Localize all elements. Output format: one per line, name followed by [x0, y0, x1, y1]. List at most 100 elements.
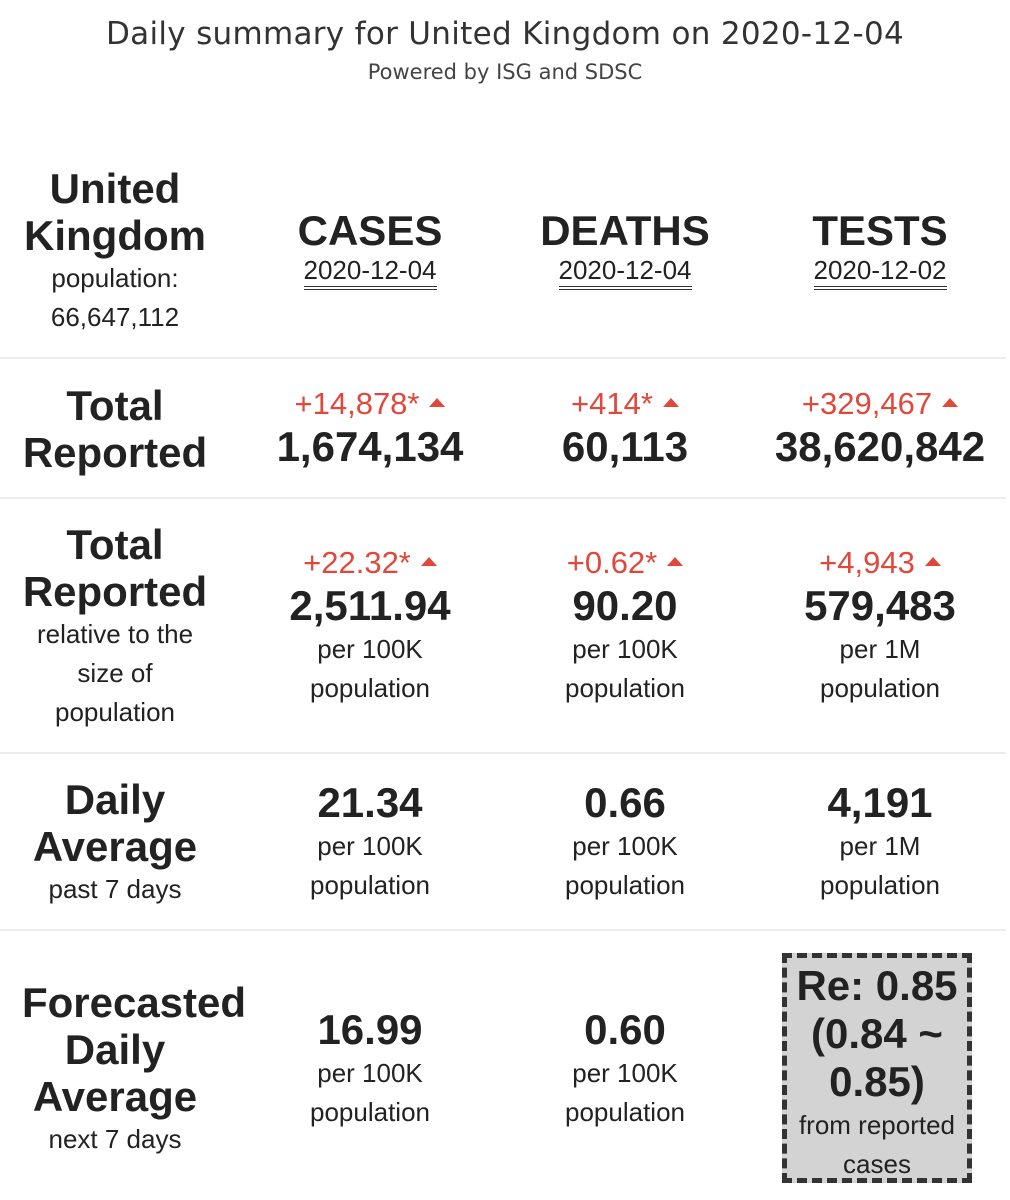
- daily-average-label-line2: Average: [32, 823, 198, 870]
- daily-tests-cell: 4,191 per 1M population: [765, 779, 995, 905]
- country-header: United Kingdom population: 66,647,112: [0, 165, 230, 337]
- forecast-deaths-value: 0.60: [584, 1006, 666, 1053]
- relative-deaths-cell: +0.62* 90.20 per 100K population: [510, 544, 740, 708]
- row-divider: [0, 357, 1006, 359]
- relative-sub-line3: population: [55, 697, 175, 727]
- re-value: Re: 0.85: [796, 962, 958, 1009]
- triangle-up-icon: [429, 398, 446, 408]
- daily-tests-unit-line2: population: [820, 870, 940, 900]
- daily-cases-unit: per 100K: [317, 831, 423, 861]
- forecast-label-rest: Daily Average next 7 days: [0, 1026, 230, 1159]
- forecast-label: Forecasted: [0, 979, 268, 1026]
- daily-deaths-unit-line2: population: [565, 870, 685, 900]
- triangle-up-icon: [942, 398, 959, 408]
- daily-tests-unit: per 1M: [839, 831, 921, 861]
- total-tests-cell: +329,467 38,620,842: [765, 385, 995, 471]
- total-cases-value: 1,674,134: [276, 423, 464, 470]
- total-reported-label-line1: Total: [66, 382, 164, 429]
- triangle-up-icon: [924, 557, 941, 567]
- re-range-line1: (0.84 ~: [811, 1010, 943, 1057]
- tests-date: 2020-12-02: [813, 254, 947, 290]
- relative-tests-value: 579,483: [804, 582, 956, 629]
- forecast-label-line1: Forecasted: [21, 979, 247, 1026]
- relative-cases-cell: +22.32* 2,511.94 per 100K population: [255, 544, 485, 708]
- tests-title: TESTS: [812, 207, 948, 254]
- relative-cases-value: 2,511.94: [289, 582, 451, 629]
- forecast-deaths-unit: per 100K: [572, 1058, 678, 1088]
- relative-tests-delta-text: +4,943: [819, 545, 915, 580]
- relative-tests-delta: +4,943: [765, 544, 995, 582]
- page-subtitle: Powered by ISG and SDSC: [367, 60, 643, 84]
- daily-cases-cell: 21.34 per 100K population: [255, 779, 485, 905]
- re-source-line2: cases: [843, 1149, 911, 1179]
- daily-tests-value: 4,191: [827, 779, 933, 826]
- total-tests-delta: +329,467: [765, 385, 995, 423]
- population-label: population:: [51, 263, 179, 293]
- forecast-deaths-unit-line2: population: [565, 1097, 685, 1127]
- daily-average-sub: past 7 days: [48, 874, 182, 904]
- country-name-line1: United: [49, 165, 181, 212]
- relative-sub-line1: relative to the: [36, 619, 194, 649]
- relative-deaths-delta: +0.62*: [510, 544, 740, 582]
- triangle-up-icon: [667, 557, 684, 567]
- population-value: 66,647,112: [50, 302, 180, 332]
- forecast-cases-cell: 16.99 per 100K population: [255, 1006, 485, 1132]
- total-cases-delta: +14,878*: [255, 385, 485, 423]
- triangle-up-icon: [420, 557, 437, 567]
- daily-deaths-value: 0.66: [584, 779, 666, 826]
- relative-deaths-value: 90.20: [572, 582, 678, 629]
- deaths-date: 2020-12-04: [558, 254, 692, 290]
- re-estimate-box: Re: 0.85 (0.84 ~ 0.85) from reported cas…: [782, 953, 972, 1183]
- forecast-sub: next 7 days: [48, 1124, 182, 1154]
- forecast-label-line2: Daily: [64, 1026, 166, 1073]
- daily-deaths-unit: per 100K: [572, 831, 678, 861]
- daily-deaths-cell: 0.66 per 100K population: [510, 779, 740, 905]
- forecast-label-line3: Average: [32, 1073, 198, 1120]
- forecast-cases-unit-line2: population: [310, 1097, 430, 1127]
- re-source-line1: from reported: [798, 1110, 956, 1140]
- row-divider: [0, 497, 1006, 499]
- relative-tests-unit-line2: population: [820, 673, 940, 703]
- daily-cases-value: 21.34: [317, 779, 423, 826]
- cases-title: CASES: [297, 207, 443, 254]
- total-tests-delta-text: +329,467: [801, 386, 933, 421]
- total-deaths-delta-text: +414*: [571, 386, 653, 421]
- row-divider: [0, 929, 1006, 931]
- country-name-line2: Kingdom: [24, 212, 206, 259]
- daily-average-label-line1: Daily: [64, 776, 166, 823]
- relative-deaths-delta-text: +0.62*: [566, 545, 658, 580]
- total-cases-delta-text: +14,878*: [294, 386, 420, 421]
- row-divider: [0, 752, 1006, 754]
- forecast-cases-value: 16.99: [317, 1006, 423, 1053]
- total-reported-label: Total Reported: [0, 382, 230, 476]
- forecast-cases-unit: per 100K: [317, 1058, 423, 1088]
- relative-label-line1: Total: [66, 521, 164, 568]
- relative-deaths-unit: per 100K: [572, 634, 678, 664]
- total-deaths-value: 60,113: [561, 423, 689, 470]
- triangle-up-icon: [662, 398, 679, 408]
- relative-deaths-unit-line2: population: [565, 673, 685, 703]
- relative-label: Total Reported relative to the size of p…: [0, 521, 230, 732]
- total-reported-label-line2: Reported: [22, 429, 208, 476]
- relative-cases-unit: per 100K: [317, 634, 423, 664]
- relative-cases-unit-line2: population: [310, 673, 430, 703]
- tests-column-header: TESTS 2020-12-02: [765, 207, 995, 290]
- total-tests-value: 38,620,842: [774, 423, 986, 470]
- relative-tests-cell: +4,943 579,483 per 1M population: [765, 544, 995, 708]
- relative-label-line2: Reported: [22, 568, 208, 615]
- cases-date: 2020-12-04: [303, 254, 437, 290]
- page-title: Daily summary for United Kingdom on 2020…: [105, 16, 904, 52]
- re-range-line2: 0.85): [829, 1058, 925, 1105]
- forecast-deaths-cell: 0.60 per 100K population: [510, 1006, 740, 1132]
- daily-average-label: Daily Average past 7 days: [0, 776, 230, 909]
- total-cases-cell: +14,878* 1,674,134: [255, 385, 485, 471]
- daily-cases-unit-line2: population: [310, 870, 430, 900]
- deaths-column-header: DEATHS 2020-12-04: [510, 207, 740, 290]
- total-deaths-delta: +414*: [510, 385, 740, 423]
- relative-sub-line2: size of: [77, 658, 153, 688]
- relative-cases-delta-text: +22.32*: [303, 545, 411, 580]
- deaths-title: DEATHS: [540, 207, 710, 254]
- relative-cases-delta: +22.32*: [255, 544, 485, 582]
- total-deaths-cell: +414* 60,113: [510, 385, 740, 471]
- relative-tests-unit: per 1M: [839, 634, 921, 664]
